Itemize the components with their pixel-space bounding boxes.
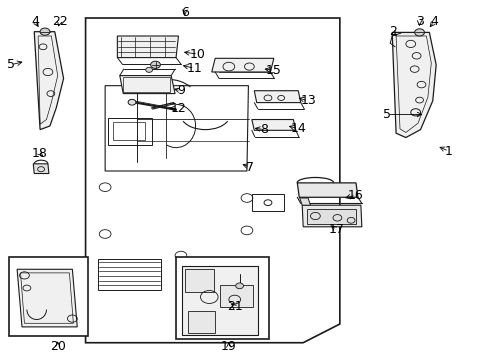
Text: 4: 4: [429, 15, 437, 28]
Circle shape: [128, 99, 136, 105]
Text: 13: 13: [300, 94, 315, 107]
Polygon shape: [17, 269, 77, 327]
Text: 20: 20: [50, 340, 65, 353]
Bar: [220, 285, 253, 307]
Text: 7: 7: [246, 161, 254, 174]
Circle shape: [150, 61, 160, 68]
Polygon shape: [33, 164, 49, 174]
Text: 1: 1: [444, 145, 452, 158]
Circle shape: [40, 28, 50, 35]
Text: 16: 16: [347, 189, 363, 202]
Bar: [98, 259, 161, 290]
Bar: [123, 77, 169, 92]
Text: 11: 11: [186, 62, 202, 75]
Polygon shape: [302, 205, 361, 227]
Polygon shape: [105, 86, 248, 171]
Circle shape: [235, 283, 243, 289]
Text: 8: 8: [260, 123, 267, 136]
Bar: [9, 257, 88, 336]
Text: 5: 5: [383, 108, 390, 121]
Bar: [306, 209, 355, 224]
Polygon shape: [182, 266, 258, 335]
Polygon shape: [85, 18, 339, 343]
Polygon shape: [299, 198, 310, 205]
Bar: [188, 311, 215, 333]
Text: 21: 21: [226, 300, 242, 313]
Bar: [176, 257, 268, 339]
Text: 22: 22: [52, 15, 67, 28]
Text: 3: 3: [415, 15, 423, 28]
Text: 18: 18: [32, 147, 48, 160]
Text: 6: 6: [181, 6, 188, 19]
Text: 2: 2: [388, 25, 396, 38]
Bar: [107, 118, 151, 145]
Text: 12: 12: [170, 102, 186, 115]
Polygon shape: [254, 91, 300, 103]
Polygon shape: [34, 32, 63, 130]
Bar: [113, 122, 145, 140]
Polygon shape: [297, 183, 357, 197]
Text: 5: 5: [7, 58, 15, 71]
Bar: [184, 269, 214, 292]
Polygon shape: [117, 36, 178, 58]
Text: 9: 9: [177, 84, 184, 97]
Polygon shape: [120, 76, 175, 94]
Text: 19: 19: [221, 340, 236, 353]
Text: 15: 15: [265, 64, 281, 77]
Circle shape: [414, 29, 424, 36]
Text: 4: 4: [31, 15, 39, 28]
Text: 10: 10: [190, 48, 205, 60]
Text: 17: 17: [328, 223, 344, 236]
Bar: [252, 194, 284, 211]
Polygon shape: [211, 58, 273, 72]
Text: 14: 14: [290, 122, 305, 135]
Polygon shape: [251, 120, 295, 130]
Polygon shape: [391, 32, 435, 138]
Circle shape: [145, 67, 152, 72]
